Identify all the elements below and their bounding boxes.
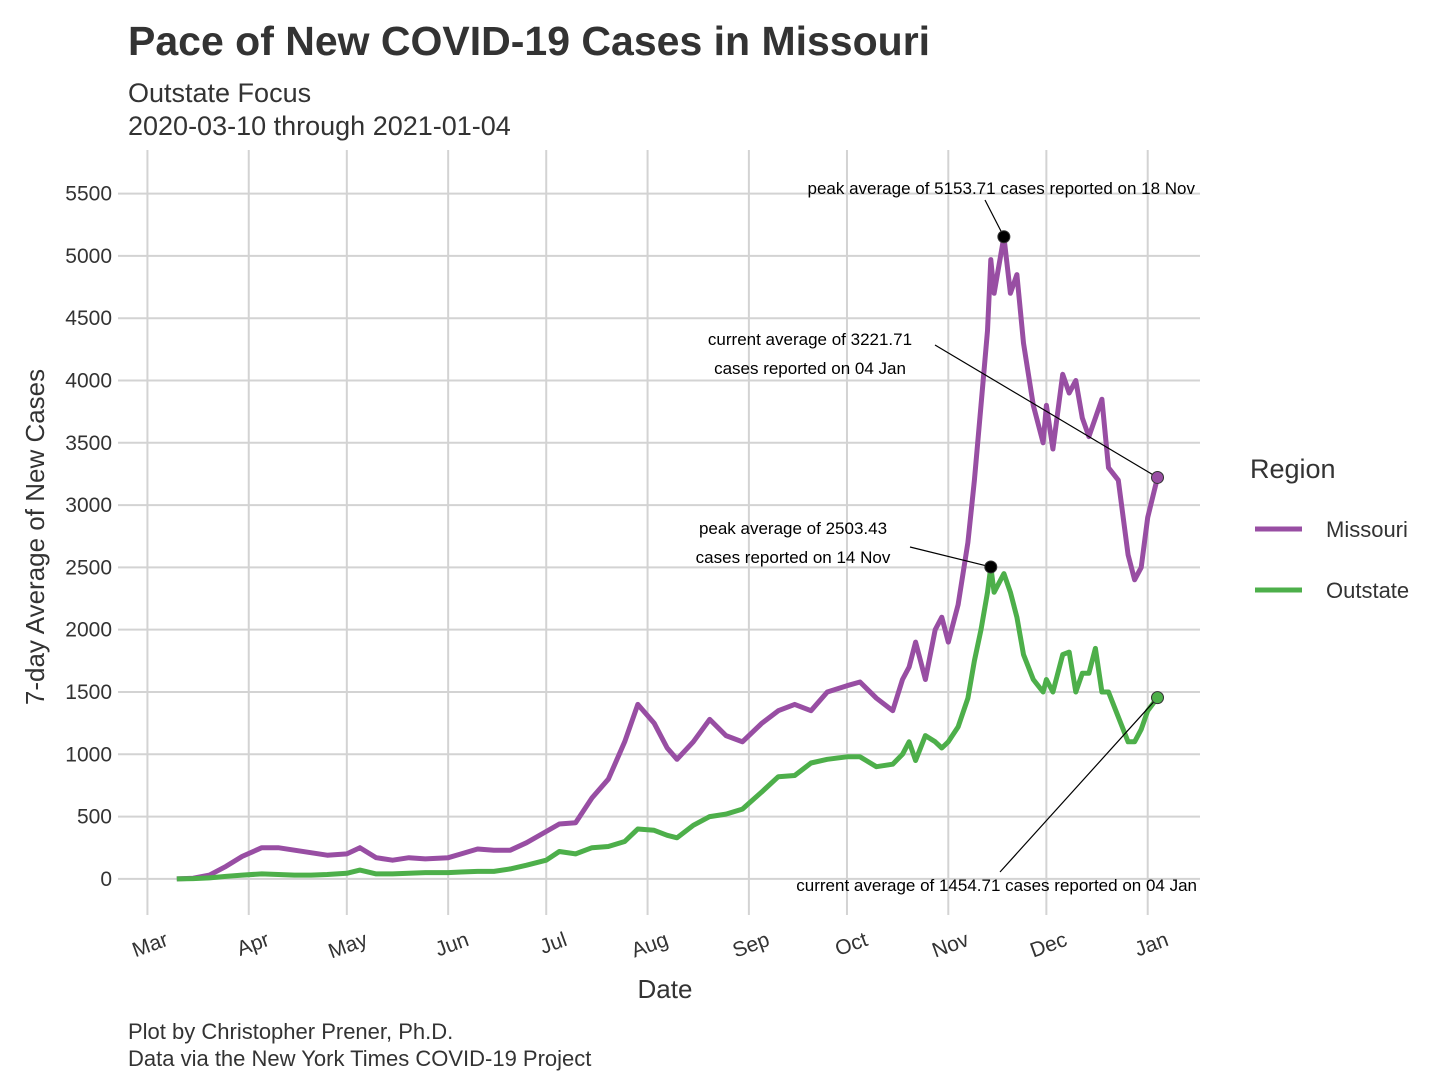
chart-title: Pace of New COVID-19 Cases in Missouri <box>128 18 930 64</box>
annotation: current average of 1454.71 cases reporte… <box>796 876 1197 895</box>
legend-title: Region <box>1250 454 1336 484</box>
x-tick-label: Oct <box>832 928 871 961</box>
x-tick-label: Mar <box>129 928 171 962</box>
annotation-point <box>997 230 1011 244</box>
annotation-point <box>984 560 998 574</box>
y-tick-label: 1000 <box>65 743 112 766</box>
y-axis-label: 7-day Average of New Cases <box>20 369 50 705</box>
x-tick-label: Nov <box>929 928 972 963</box>
y-tick-label: 4000 <box>65 369 112 392</box>
legend-label: Outstate <box>1326 578 1409 603</box>
y-tick-label: 3000 <box>65 494 112 517</box>
y-tick-label: 1500 <box>65 681 112 704</box>
x-tick-label: Jun <box>432 928 472 961</box>
y-tick-label: 4500 <box>65 307 112 330</box>
annotation: cases reported on 14 Nov <box>696 548 891 567</box>
y-tick-label: 5000 <box>65 245 112 268</box>
y-tick-label: 3500 <box>65 432 112 455</box>
annotation-point <box>1151 691 1165 705</box>
caption: Data via the New York Times COVID-19 Pro… <box>128 1046 591 1071</box>
annotation: current average of 3221.71 <box>708 330 912 349</box>
y-tick-label: 2500 <box>65 556 112 579</box>
subtitle: Outstate Focus <box>128 78 311 108</box>
y-tick-label: 500 <box>77 806 112 829</box>
x-tick-label: May <box>325 928 371 963</box>
annotation: peak average of 5153.71 cases reported o… <box>808 179 1196 198</box>
y-tick-label: 5500 <box>65 183 112 206</box>
x-tick-label: Jan <box>1132 928 1172 961</box>
x-tick-label: Dec <box>1027 928 1070 962</box>
x-axis-label: Date <box>638 974 693 1004</box>
leader-line <box>934 344 1158 478</box>
leader-line <box>999 697 1158 873</box>
x-tick-label: Sep <box>730 928 773 962</box>
leader-line <box>984 199 1005 238</box>
leader-line <box>909 546 991 568</box>
caption: Plot by Christopher Prener, Ph.D. <box>128 1019 453 1044</box>
line <box>176 234 1160 882</box>
x-tick-label: Aug <box>628 928 671 962</box>
annotation: cases reported on 04 Jan <box>714 359 906 378</box>
annotation: peak average of 2503.43 <box>699 519 887 538</box>
y-tick-label: 0 <box>100 868 112 891</box>
legend-label: Missouri <box>1326 517 1408 542</box>
line <box>176 564 1160 882</box>
subtitle: 2020-03-10 through 2021-01-04 <box>128 111 511 141</box>
annotation-point <box>1151 470 1165 484</box>
x-tick-label: Apr <box>234 928 273 961</box>
x-tick-label: Jul <box>537 928 570 959</box>
y-tick-label: 2000 <box>65 619 112 642</box>
